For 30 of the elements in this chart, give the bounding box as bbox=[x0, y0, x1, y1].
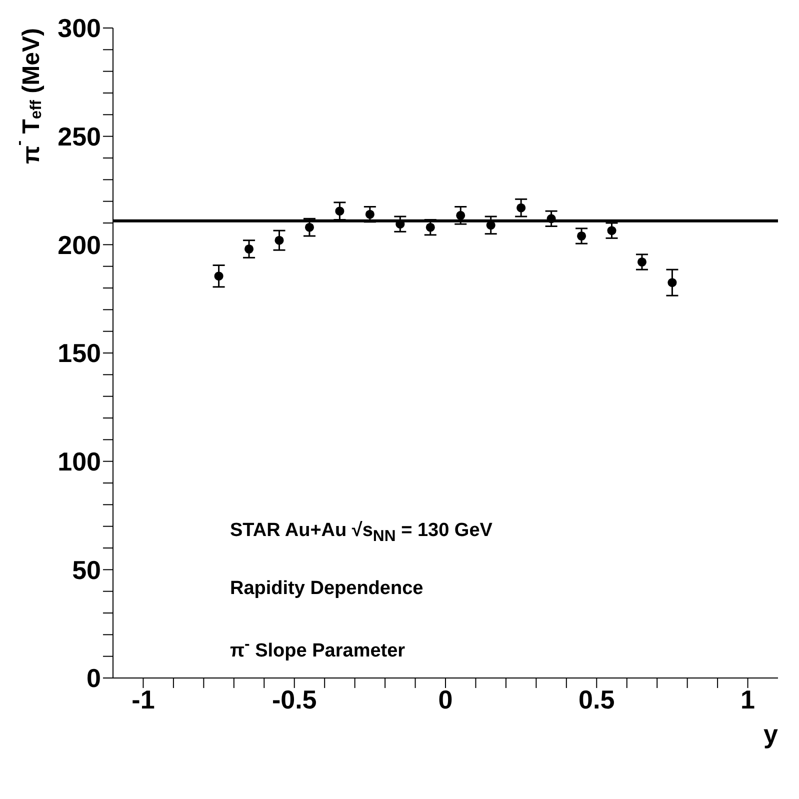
point bbox=[516, 203, 526, 212]
y-tick-label: 100 bbox=[58, 446, 101, 477]
point bbox=[668, 278, 677, 288]
point bbox=[637, 257, 646, 267]
point bbox=[426, 222, 435, 232]
point bbox=[577, 231, 586, 241]
point bbox=[214, 272, 224, 281]
y-tick-label: 200 bbox=[58, 230, 101, 260]
point bbox=[335, 206, 344, 216]
x-axis-title: y bbox=[764, 719, 779, 749]
y-tick-label: 300 bbox=[58, 13, 101, 44]
point bbox=[274, 236, 284, 245]
point bbox=[365, 210, 374, 219]
point bbox=[304, 222, 314, 232]
y-tick-label: 150 bbox=[58, 338, 101, 368]
point bbox=[607, 226, 616, 236]
annotation: STAR Au+Au √s$_{NN}$ = 130 GeV bbox=[230, 520, 492, 546]
annotation: Rapidity Dependence bbox=[230, 578, 424, 600]
x-tick-label: 0 bbox=[438, 684, 453, 714]
point bbox=[244, 244, 254, 254]
x-tick-label: -1 bbox=[132, 684, 155, 714]
annotation: π$^{-}$ Slope Parameter bbox=[230, 636, 406, 662]
point bbox=[456, 210, 466, 220]
x-tick-label: -0.5 bbox=[272, 684, 317, 714]
y-tick-label: 0 bbox=[86, 663, 101, 694]
point bbox=[546, 214, 556, 224]
x-tick-label: 1 bbox=[740, 684, 756, 714]
x-tick-label: 0.5 bbox=[578, 684, 615, 714]
y-tick-label: 50 bbox=[72, 554, 101, 585]
y-tick-label: 250 bbox=[58, 122, 101, 152]
